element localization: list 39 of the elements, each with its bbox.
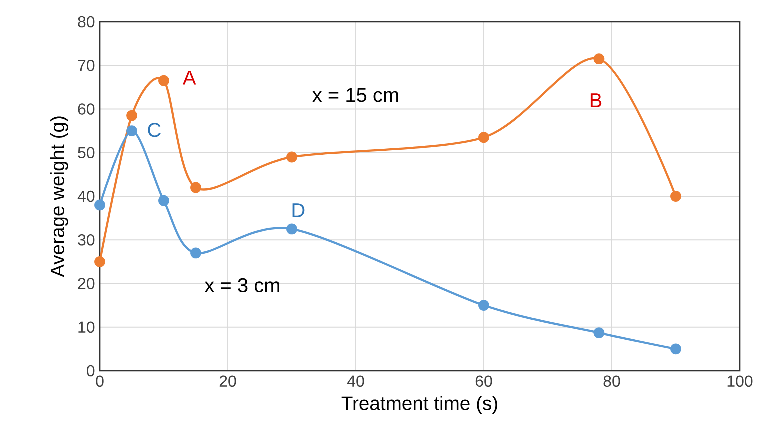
x-axis-title: Treatment time (s) — [342, 396, 498, 414]
point — [94, 200, 106, 211]
x-tick-label: 20 — [220, 376, 236, 388]
point — [126, 126, 138, 137]
annotation: D — [292, 204, 305, 218]
point — [190, 248, 202, 259]
point — [594, 54, 605, 65]
point — [158, 75, 170, 86]
y-tick-label: 10 — [78, 322, 95, 334]
x-tick-label: 0 — [96, 376, 104, 388]
point — [286, 152, 298, 163]
point — [594, 328, 605, 339]
point — [286, 224, 298, 235]
point — [94, 256, 106, 268]
annotation: x = 15 cm — [312, 88, 398, 102]
annotation: B — [590, 94, 602, 108]
y-tick-label: 0 — [87, 365, 95, 377]
annotation: x = 3 cm — [204, 278, 280, 293]
point — [190, 182, 202, 194]
x-tick-label: 40 — [347, 376, 364, 388]
annotation: C — [148, 123, 161, 138]
y-tick-label: 40 — [78, 190, 95, 202]
point — [126, 110, 138, 122]
y-tick-label: 50 — [78, 147, 95, 159]
point — [670, 344, 682, 355]
y-tick-label: 30 — [78, 234, 95, 246]
x-tick-label: 100 — [728, 376, 753, 388]
annotation: A — [182, 70, 196, 85]
point — [670, 191, 682, 202]
x-tick-label: 60 — [476, 376, 492, 388]
y-tick-label: 80 — [78, 16, 95, 28]
y-tick-label: 20 — [78, 278, 95, 290]
point — [478, 300, 490, 312]
y-tick-label: 60 — [78, 104, 95, 115]
point — [478, 132, 490, 144]
y-tick-label: 70 — [78, 60, 95, 72]
point — [158, 195, 170, 206]
x-tick-label: 80 — [604, 376, 620, 388]
y-axis-title: Average weight (g) — [50, 116, 68, 278]
